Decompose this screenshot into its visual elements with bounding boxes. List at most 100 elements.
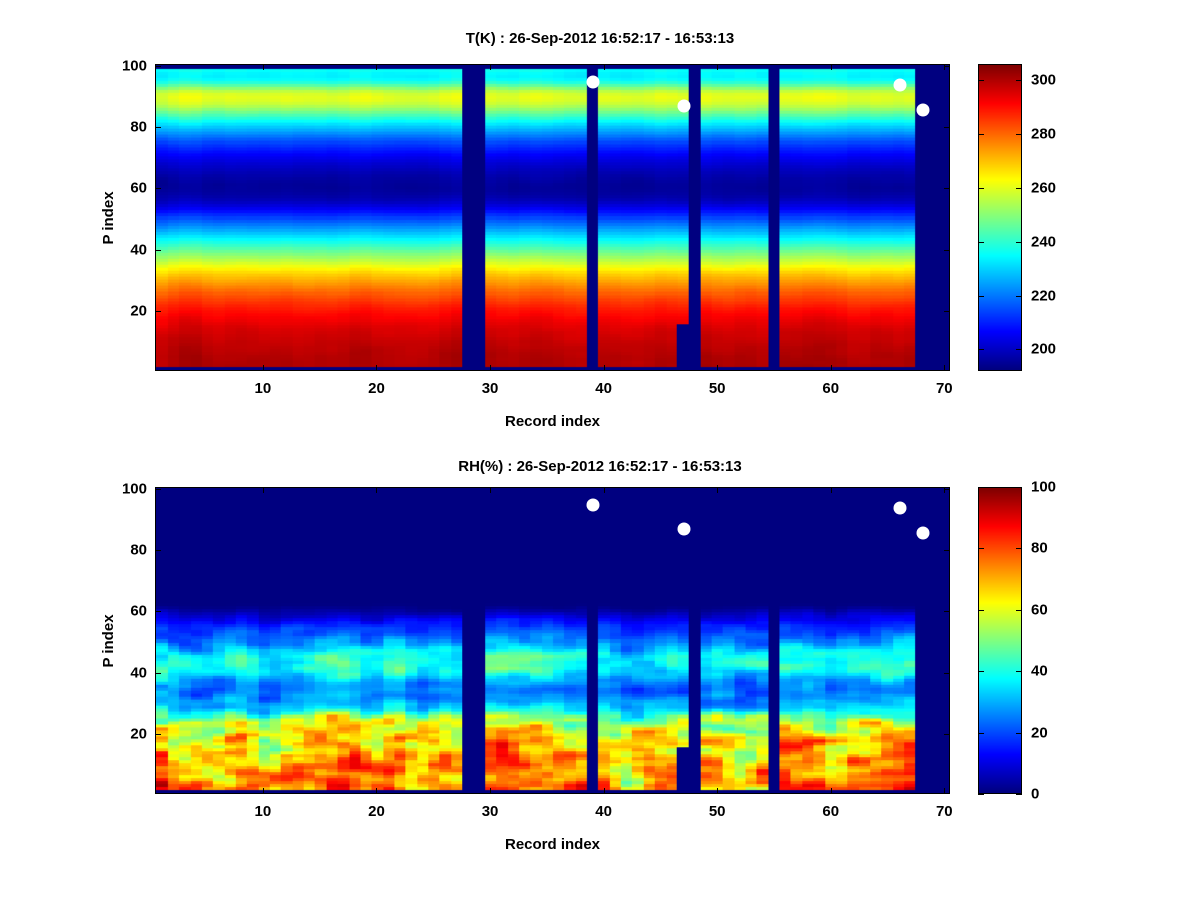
yaxis-tick: [944, 672, 950, 674]
yaxis-tick: [944, 249, 950, 251]
colorbar-tick: [1016, 548, 1022, 550]
xaxis-tick: [376, 487, 378, 493]
xaxis-tick: [944, 64, 946, 70]
data-point-marker[interactable]: [916, 526, 930, 539]
data-point-marker[interactable]: [893, 501, 907, 515]
colorbar-tick: [978, 794, 984, 795]
colorbar-tick-label: 200: [1031, 340, 1057, 358]
colorbar-tick: [1016, 187, 1022, 189]
xaxis-tick: [603, 487, 605, 493]
colorbar-gradient-relative-humidity: [979, 488, 1021, 793]
xaxis-tick: [944, 487, 946, 493]
heatmap-image-temperature: [156, 65, 949, 370]
colorbar-tick-label: 20: [1031, 724, 1048, 742]
data-point-marker[interactable]: [677, 522, 691, 536]
colorbar-tick: [1016, 349, 1022, 351]
yaxis-tick-label: 80: [130, 541, 147, 559]
xaxis-tick: [830, 365, 832, 371]
yaxis-tick: [155, 549, 161, 551]
colorbar-tick: [1016, 487, 1022, 488]
data-point-marker[interactable]: [586, 498, 600, 512]
panel-relative-humidity: RH(%) : 26-Sep-2012 16:52:17 - 16:53:13 …: [0, 430, 1200, 900]
colorbar-tick: [978, 487, 984, 488]
xaxis-tick: [490, 365, 492, 371]
xaxis-tick: [262, 487, 264, 493]
data-point-marker[interactable]: [677, 99, 691, 113]
xaxis-tick: [717, 64, 719, 70]
colorbar-tick: [978, 349, 984, 351]
yaxis-tick-label: 100: [121, 57, 147, 75]
data-point-marker[interactable]: [893, 78, 907, 92]
colorbar-tick: [978, 732, 984, 734]
yaxis-tick-label: 40: [130, 241, 147, 259]
yaxis-tick: [944, 65, 950, 67]
xaxis-tick-label: 60: [822, 380, 840, 397]
yaxis-tick: [155, 249, 161, 251]
yaxis-tick: [944, 311, 950, 313]
yaxis-tick: [944, 611, 950, 613]
yaxis-tick: [944, 734, 950, 736]
colorbar-tick: [978, 609, 984, 611]
yaxis-tick: [155, 65, 161, 67]
xaxis-tick: [603, 365, 605, 371]
yaxis-tick-label: 60: [130, 602, 147, 620]
yaxis-tick: [155, 188, 161, 190]
yaxis-label-temperature: P index: [100, 191, 117, 245]
data-point-marker[interactable]: [916, 103, 930, 116]
xaxis-tick-label: 70: [935, 380, 953, 397]
xaxis-label-relative-humidity: Record index: [504, 836, 601, 853]
colorbar-tick: [1016, 295, 1022, 297]
xaxis-tick: [376, 64, 378, 70]
colorbar-tick: [978, 134, 984, 136]
xaxis-tick: [717, 487, 719, 493]
colorbar-tick-label: 220: [1031, 287, 1057, 305]
xaxis-tick-label: 50: [708, 803, 726, 820]
panel-temperature: T(K) : 26-Sep-2012 16:52:17 - 16:53:13 1…: [100, 30, 1057, 430]
yaxis-tick-label: 40: [130, 664, 147, 682]
colorbar-tick-label: 100: [1031, 478, 1057, 496]
xaxis-tick-label: 30: [481, 803, 499, 820]
colorbar-tick: [978, 548, 984, 550]
xaxis-tick: [262, 64, 264, 70]
yaxis-label-relative-humidity: P index: [100, 614, 117, 668]
yaxis-tick-label: 20: [130, 302, 147, 320]
colorbar-relative-humidity[interactable]: [978, 487, 1022, 794]
colorbar-gradient-temperature: [979, 65, 1021, 370]
xaxis-tick-label: 20: [368, 803, 385, 820]
xaxis-tick-label: 50: [708, 380, 726, 397]
heatmap-image-relative-humidity: [156, 488, 949, 793]
xaxis-tick: [262, 365, 264, 371]
chart-title-temperature: T(K) : 26-Sep-2012 16:52:17 - 16:53:13: [465, 30, 735, 47]
xaxis-tick: [830, 487, 832, 493]
xaxis-tick: [490, 788, 492, 794]
yaxis-tick-label: 60: [130, 179, 147, 197]
xaxis-tick: [262, 788, 264, 794]
xaxis-tick: [376, 788, 378, 794]
colorbar-tick: [1016, 794, 1022, 795]
colorbar-tick: [978, 671, 984, 673]
xaxis-tick: [490, 64, 492, 70]
colorbar-tick-label: 280: [1031, 125, 1057, 143]
data-point-marker[interactable]: [586, 75, 600, 89]
yaxis-tick: [155, 488, 161, 490]
heatmap-axes-temperature[interactable]: [155, 64, 950, 371]
xaxis-tick: [717, 788, 719, 794]
yaxis-tick: [944, 488, 950, 490]
colorbar-tick: [1016, 134, 1022, 136]
yaxis-tick-label: 100: [121, 480, 147, 498]
colorbar-tick-label: 260: [1031, 179, 1057, 197]
colorbar-tick: [1016, 732, 1022, 734]
chart-title-relative-humidity: RH(%) : 26-Sep-2012 16:52:17 - 16:53:13: [458, 458, 742, 475]
yaxis-tick: [944, 126, 950, 128]
yaxis-tick: [155, 611, 161, 613]
yaxis-tick: [155, 311, 161, 313]
colorbar-tick: [1016, 609, 1022, 611]
xaxis-tick: [944, 365, 946, 371]
xaxis-tick-label: 10: [254, 380, 272, 397]
xaxis-tick: [944, 788, 946, 794]
colorbar-temperature[interactable]: [978, 64, 1022, 371]
heatmap-axes-relative-humidity[interactable]: [155, 487, 950, 794]
colorbar-tick: [1016, 241, 1022, 243]
yaxis-tick-label: 80: [130, 118, 147, 136]
